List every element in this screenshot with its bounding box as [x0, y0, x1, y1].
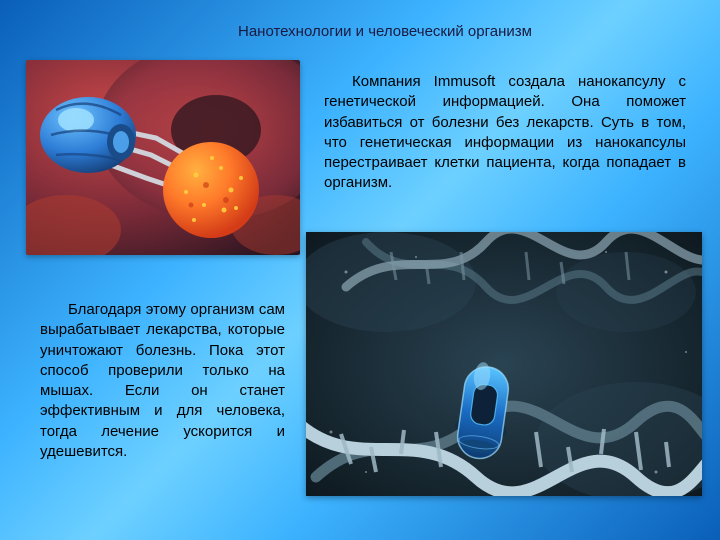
- page-title: Нанотехнологии и человеческий организм: [238, 22, 538, 42]
- nanorobot-image: [26, 60, 300, 255]
- paragraph-2: Благодаря этому организм сам вырабатывае…: [40, 300, 285, 462]
- dna-image: [306, 232, 702, 496]
- paragraph-1: Компания Immusoft создала нанокапсулу с …: [324, 72, 686, 194]
